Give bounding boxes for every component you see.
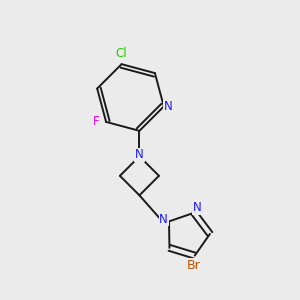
Text: Cl: Cl: [116, 47, 127, 60]
Text: Br: Br: [186, 259, 200, 272]
Text: N: N: [164, 100, 173, 113]
Text: N: N: [159, 212, 168, 226]
Text: N: N: [193, 201, 201, 214]
Text: F: F: [93, 116, 100, 128]
Text: N: N: [135, 148, 144, 161]
